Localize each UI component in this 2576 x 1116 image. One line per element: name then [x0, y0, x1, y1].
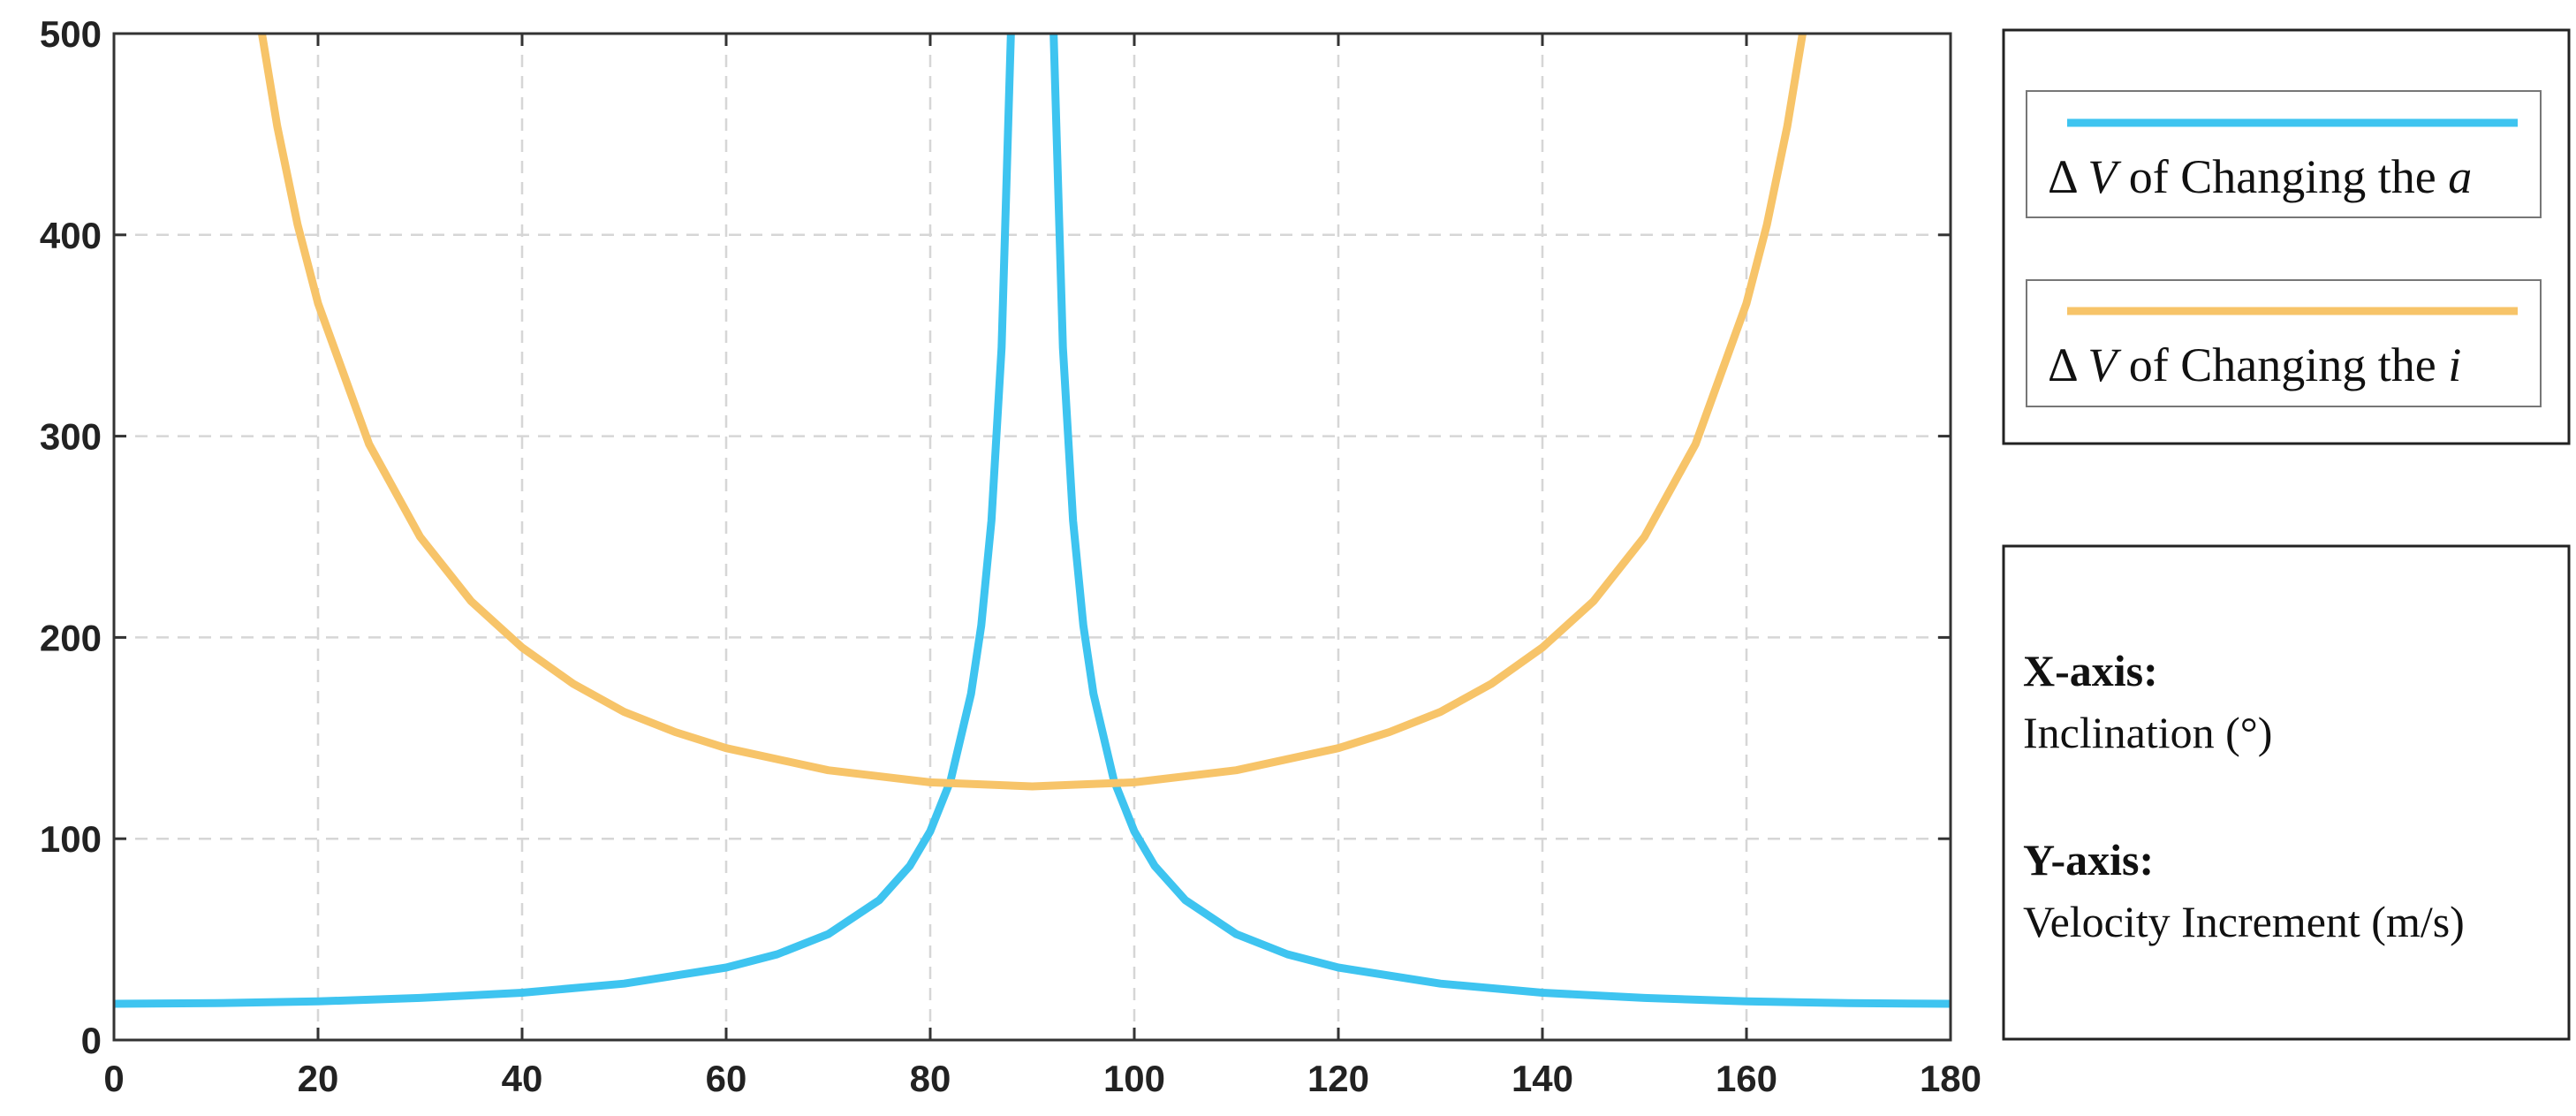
x-tick-labels: 0 20 40 60 80 100 120 140 160 180: [103, 1058, 1981, 1099]
tick-marks: [112, 32, 1952, 1042]
x-tick-label: 60: [706, 1058, 747, 1099]
series-line-a-left: [114, 34, 1015, 1008]
legend-entry-a: Δ V of Changing the a: [2026, 90, 2542, 218]
y-tick-label: 400: [40, 215, 102, 256]
legend-label-i: Δ V of Changing the i: [2048, 338, 2461, 391]
x-axis-description: Inclination (°): [2023, 708, 2272, 757]
plot-frame: [112, 32, 1952, 1042]
y-axis-heading: Y-axis:: [2023, 835, 2154, 884]
y-tick-label: 200: [40, 617, 102, 658]
series-line-i: [258, 34, 1807, 791]
y-tick-labels: 0 100 200 300 400 500: [40, 13, 102, 1061]
x-tick-label: 180: [1920, 1058, 1981, 1099]
legend-entry-box: [2026, 90, 2542, 218]
x-tick-label: 100: [1103, 1058, 1165, 1099]
x-tick-label: 40: [502, 1058, 543, 1099]
axis-info-panel: X-axis: Inclination (°) Y-axis: Velocity…: [2002, 544, 2571, 1041]
x-tick-label: 20: [298, 1058, 339, 1099]
x-axis-heading: X-axis:: [2023, 646, 2158, 695]
y-tick-label: 300: [40, 416, 102, 458]
x-tick-label: 160: [1716, 1058, 1777, 1099]
x-tick-label: 0: [103, 1058, 124, 1099]
x-tick-label: 140: [1512, 1058, 1573, 1099]
grid: [112, 32, 1952, 1042]
y-tick-label: 500: [40, 13, 102, 55]
y-tick-label: 100: [40, 818, 102, 860]
legend-entry-box: [2026, 279, 2542, 407]
x-tick-label: 120: [1307, 1058, 1369, 1099]
legend-panel: Δ V of Changing the a Δ V of Changing th…: [2002, 28, 2571, 445]
legend-entry-i: Δ V of Changing the i: [2026, 279, 2542, 407]
x-tick-label: 80: [910, 1058, 951, 1099]
series-layer: [114, 34, 1951, 1008]
y-tick-label: 0: [81, 1020, 102, 1061]
axis-info-box: [2002, 544, 2571, 1041]
y-axis-description: Velocity Increment (m/s): [2023, 897, 2465, 946]
series-line-a-right: [1049, 34, 1951, 1008]
legend-label-a: Δ V of Changing the a: [2048, 150, 2472, 203]
